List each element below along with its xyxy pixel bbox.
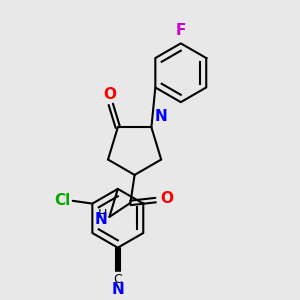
- Text: N: N: [94, 212, 107, 226]
- Text: F: F: [176, 23, 186, 38]
- Text: C: C: [113, 273, 122, 286]
- Text: O: O: [103, 87, 116, 102]
- Text: Cl: Cl: [54, 193, 70, 208]
- Text: H: H: [98, 208, 107, 221]
- Text: N: N: [111, 282, 124, 297]
- Text: O: O: [160, 191, 173, 206]
- Text: N: N: [154, 109, 167, 124]
